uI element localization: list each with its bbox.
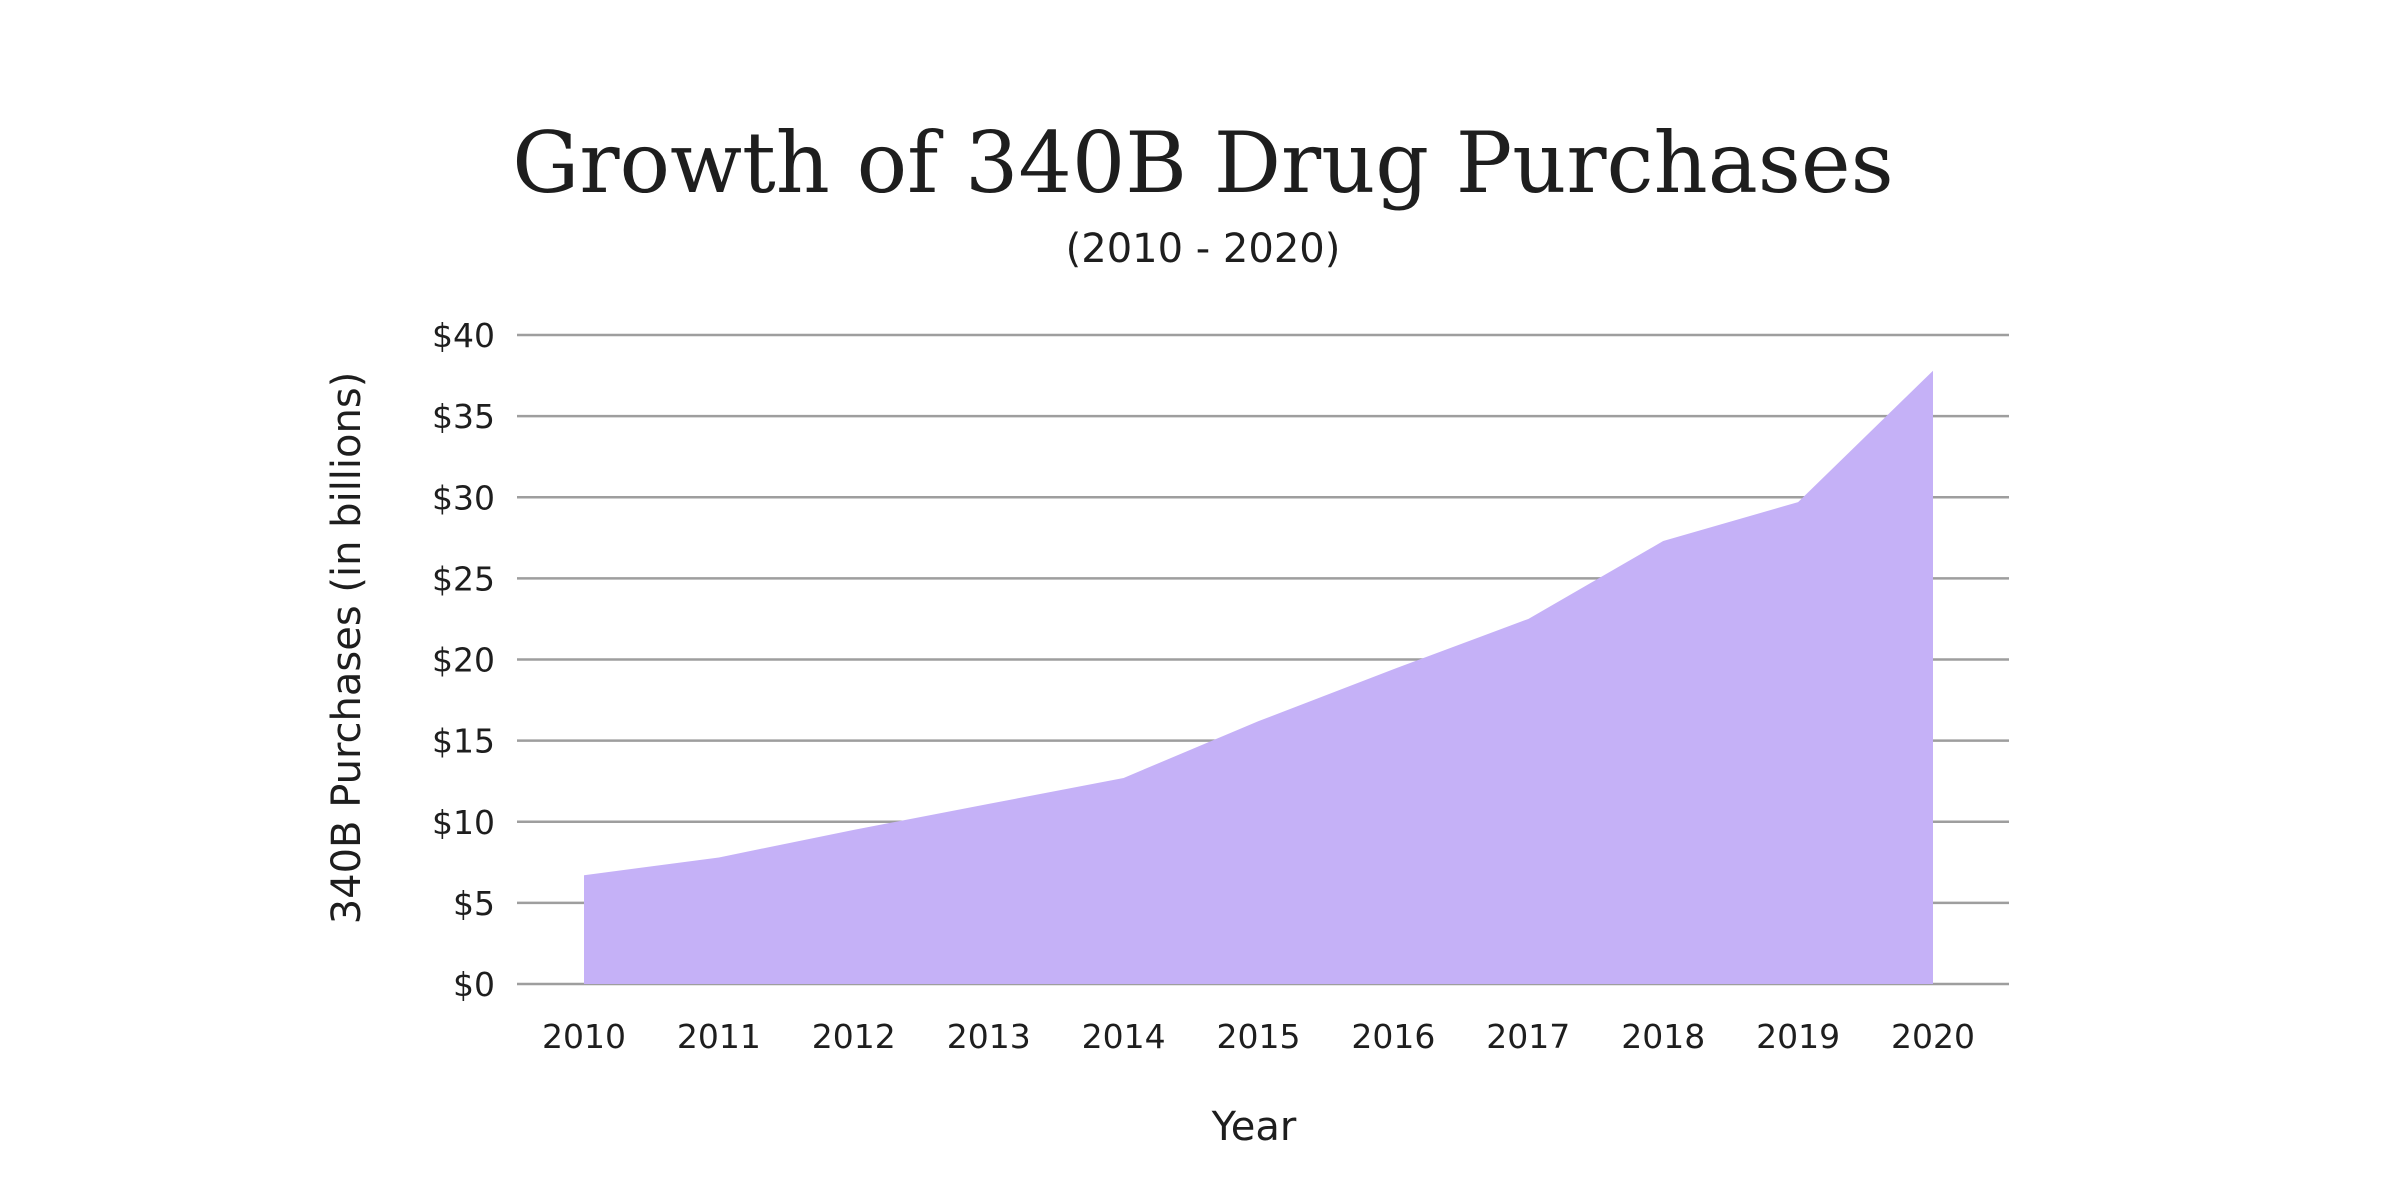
x-tick-label: 2020 <box>1891 1017 1975 1056</box>
x-tick-label: 2018 <box>1621 1017 1705 1056</box>
y-tick-label: $5 <box>453 884 495 923</box>
y-tick-labels: $0 $5 $10 $15 $20 $25 $30 $35 $40 <box>432 316 495 1004</box>
y-tick-label: $40 <box>432 316 495 355</box>
x-tick-label: 2016 <box>1351 1017 1435 1056</box>
x-tick-labels: 2010 2011 2012 2013 2014 2015 2016 2017 2018 2019… <box>542 1017 1975 1056</box>
x-tick-label: 2010 <box>542 1017 626 1056</box>
x-tick-label: 2015 <box>1217 1017 1301 1056</box>
x-axis-title: Year <box>1211 1104 1297 1150</box>
y-tick-label: $0 <box>453 965 495 1004</box>
y-tick-label: $20 <box>432 641 495 680</box>
x-tick-label: 2019 <box>1756 1017 1840 1056</box>
x-tick-label: 2014 <box>1082 1017 1166 1056</box>
area-series <box>584 370 1933 984</box>
y-tick-label: $25 <box>432 559 495 598</box>
x-tick-label: 2011 <box>677 1017 761 1056</box>
x-tick-label: 2013 <box>947 1017 1031 1056</box>
y-tick-label: $30 <box>432 478 495 517</box>
x-tick-label: 2017 <box>1486 1017 1570 1056</box>
x-tick-label: 2012 <box>812 1017 896 1056</box>
y-tick-label: $35 <box>432 397 495 436</box>
chart-title: Growth of 340B Drug Purchases <box>512 114 1893 212</box>
chart-subtitle: (2010 - 2020) <box>1066 226 1341 272</box>
y-tick-label: $10 <box>432 803 495 842</box>
y-axis-title: 340B Purchases (in billions) <box>324 372 370 925</box>
y-tick-label: $15 <box>432 722 495 761</box>
